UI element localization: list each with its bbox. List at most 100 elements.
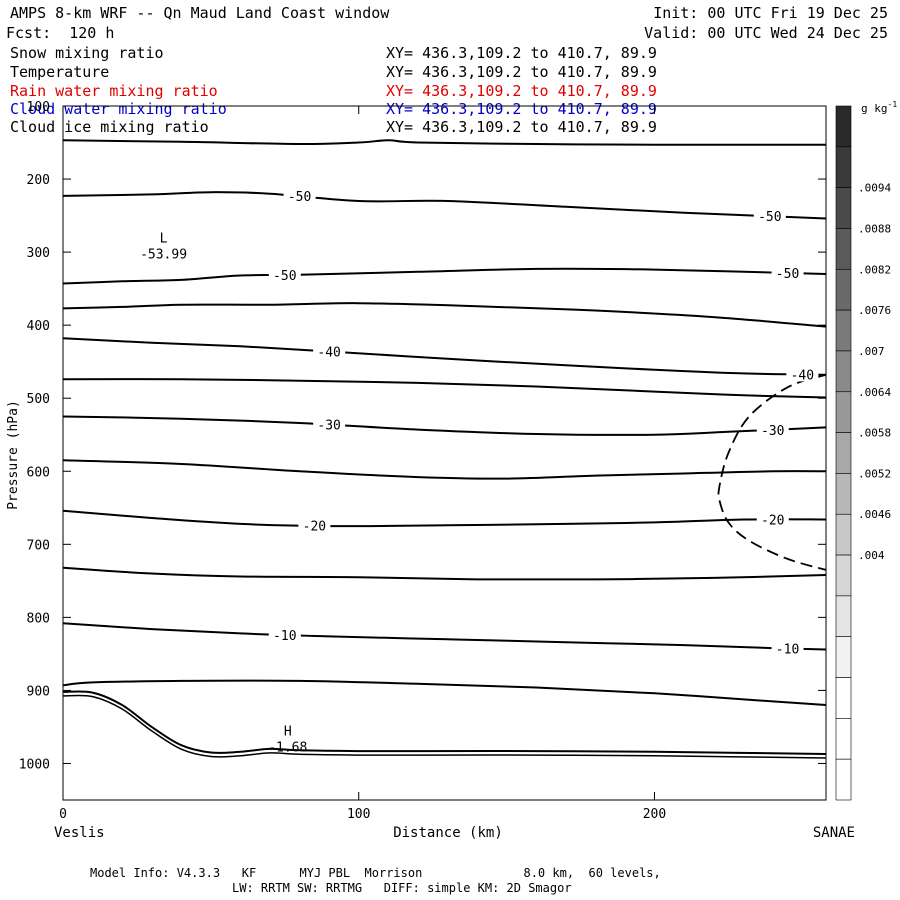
field-xy: XY= 436.3,109.2 to 410.7, 89.9 xyxy=(386,100,657,118)
contour-label-bg xyxy=(268,626,301,642)
extreme-type: L xyxy=(160,231,168,246)
contour-label-bg xyxy=(756,511,789,527)
colorbar-swatch xyxy=(835,228,852,270)
colorbar-swatch xyxy=(835,595,852,638)
colorbar-swatch xyxy=(835,187,852,229)
contour-label: -40 xyxy=(791,368,814,383)
contour-label-bg xyxy=(283,188,316,204)
y-tick-label: 1000 xyxy=(19,757,50,772)
colorbar-swatch xyxy=(835,758,852,801)
colorbar-label: .004 xyxy=(858,549,885,562)
extreme-markers: L-53.99 H-1.68 xyxy=(140,231,307,755)
colorbar-swatch xyxy=(835,473,852,515)
colorbar-label: .0076 xyxy=(858,304,891,317)
y-tick-label: 100 xyxy=(27,100,50,115)
colorbar-swatch xyxy=(835,636,852,678)
contour-label-bg xyxy=(786,366,819,382)
surface-contour xyxy=(62,694,827,759)
init-time: Init: 00 UTC Fri 19 Dec 25 xyxy=(653,4,888,22)
temperature-contour xyxy=(62,459,827,480)
x-endpoint-right: SANAE xyxy=(813,825,855,841)
colorbar-label: .0082 xyxy=(858,263,891,276)
contour-label-bg xyxy=(771,640,804,656)
temperature-contour xyxy=(62,267,827,285)
model-info-physics: LW: RRTM SW: RRTMG DIFF: simple KM: 2D S… xyxy=(232,881,572,895)
contour-label: -40 xyxy=(317,345,340,360)
temperature-contour xyxy=(62,139,827,146)
colorbar-swatch xyxy=(835,350,852,393)
forecast-hour: Fcst: 120 h xyxy=(6,24,115,42)
extreme-type: H xyxy=(284,725,292,740)
colorbar-label: .0094 xyxy=(858,182,891,195)
contour-label: -50 xyxy=(758,210,781,225)
field-xy: XY= 436.3,109.2 to 410.7, 89.9 xyxy=(386,44,657,62)
colorbar-label: .007 xyxy=(858,345,885,358)
colorbar-label: .0058 xyxy=(858,427,891,440)
contour-label: -50 xyxy=(776,267,799,282)
y-tick-label: 900 xyxy=(27,684,50,699)
contour-label: -10 xyxy=(776,642,799,657)
contour-label: -20 xyxy=(303,520,326,535)
snow-contours xyxy=(717,373,827,571)
temperature-contour xyxy=(62,415,827,436)
contour-label-bg xyxy=(313,343,346,359)
contour-label-bg xyxy=(771,265,804,281)
x-tick-label: 100 xyxy=(347,807,370,822)
contour-label-bg xyxy=(268,266,301,282)
colorbar-label: .0064 xyxy=(858,386,891,399)
colorbar-unit: g kg-1 xyxy=(861,100,897,115)
x-endpoint-left: Veslis xyxy=(54,825,105,841)
temperature-contour xyxy=(62,679,827,706)
field-name: Cloud water mixing ratio xyxy=(10,100,227,118)
temperature-contour xyxy=(62,378,827,399)
colorbar-swatch xyxy=(835,718,852,760)
y-axis: 100 200 300 400 500 600 700 800 900 1000 xyxy=(19,100,826,772)
contour-label: -50 xyxy=(273,269,296,284)
field-xy: XY= 436.3,109.2 to 410.7, 89.9 xyxy=(386,118,657,136)
y-tick-label: 400 xyxy=(27,319,50,334)
colorbar-swatch xyxy=(835,391,852,433)
temperature-contour xyxy=(62,622,827,651)
colorbar-swatch xyxy=(835,513,852,556)
contour-labels: -50 -50 -50 -50 -40 -40 -30 -30 -20 -20 -10 -10 xyxy=(268,188,819,657)
colorbar-swatch xyxy=(835,554,852,597)
extreme-value: -1.68 xyxy=(268,741,307,756)
contour-label: -30 xyxy=(761,424,784,439)
colorbar-swatch xyxy=(835,677,852,719)
x-axis-label: Distance (km) xyxy=(393,825,503,841)
contour-label: -10 xyxy=(273,629,296,644)
valid-time: Valid: 00 UTC Wed 24 Dec 25 xyxy=(644,24,888,42)
field-name: Rain water mixing ratio xyxy=(10,82,218,100)
x-tick-label: 0 xyxy=(59,807,67,822)
colorbar-label: .0088 xyxy=(858,222,891,235)
snow-contour xyxy=(717,373,827,571)
colorbar-swatch xyxy=(835,268,852,311)
temperature-contour xyxy=(62,509,827,528)
y-tick-label: 200 xyxy=(27,173,50,188)
colorbar-swatch xyxy=(835,309,852,352)
contour-label-bg xyxy=(298,517,331,533)
contour-label-bg xyxy=(753,208,786,224)
y-axis-label: Pressure (hPa) xyxy=(6,400,21,510)
contour-label: -30 xyxy=(317,419,340,434)
field-name: Temperature xyxy=(10,63,110,81)
y-tick-label: 300 xyxy=(27,246,50,261)
temperature-contours xyxy=(62,139,827,759)
temperature-contour xyxy=(62,566,827,581)
contour-label: -50 xyxy=(288,190,311,205)
colorbar: .0094 .0088 .0082 .0076 .007 .0064 .0058 .0052.… xyxy=(835,105,891,801)
colorbar-swatch xyxy=(835,146,852,188)
y-tick-label: 600 xyxy=(27,465,50,480)
field-name: Cloud ice mixing ratio xyxy=(10,118,209,136)
temperature-contour xyxy=(62,191,827,220)
y-tick-label: 800 xyxy=(27,611,50,626)
extreme-value: -53.99 xyxy=(140,247,187,262)
colorbar-swatch xyxy=(835,432,852,474)
y-tick-label: 700 xyxy=(27,538,50,553)
x-axis: 0 100 200 xyxy=(59,106,666,822)
temperature-contour xyxy=(62,690,827,755)
contour-label: -20 xyxy=(761,513,784,528)
contour-label-bg xyxy=(313,416,346,432)
temperature-contour xyxy=(62,302,827,328)
